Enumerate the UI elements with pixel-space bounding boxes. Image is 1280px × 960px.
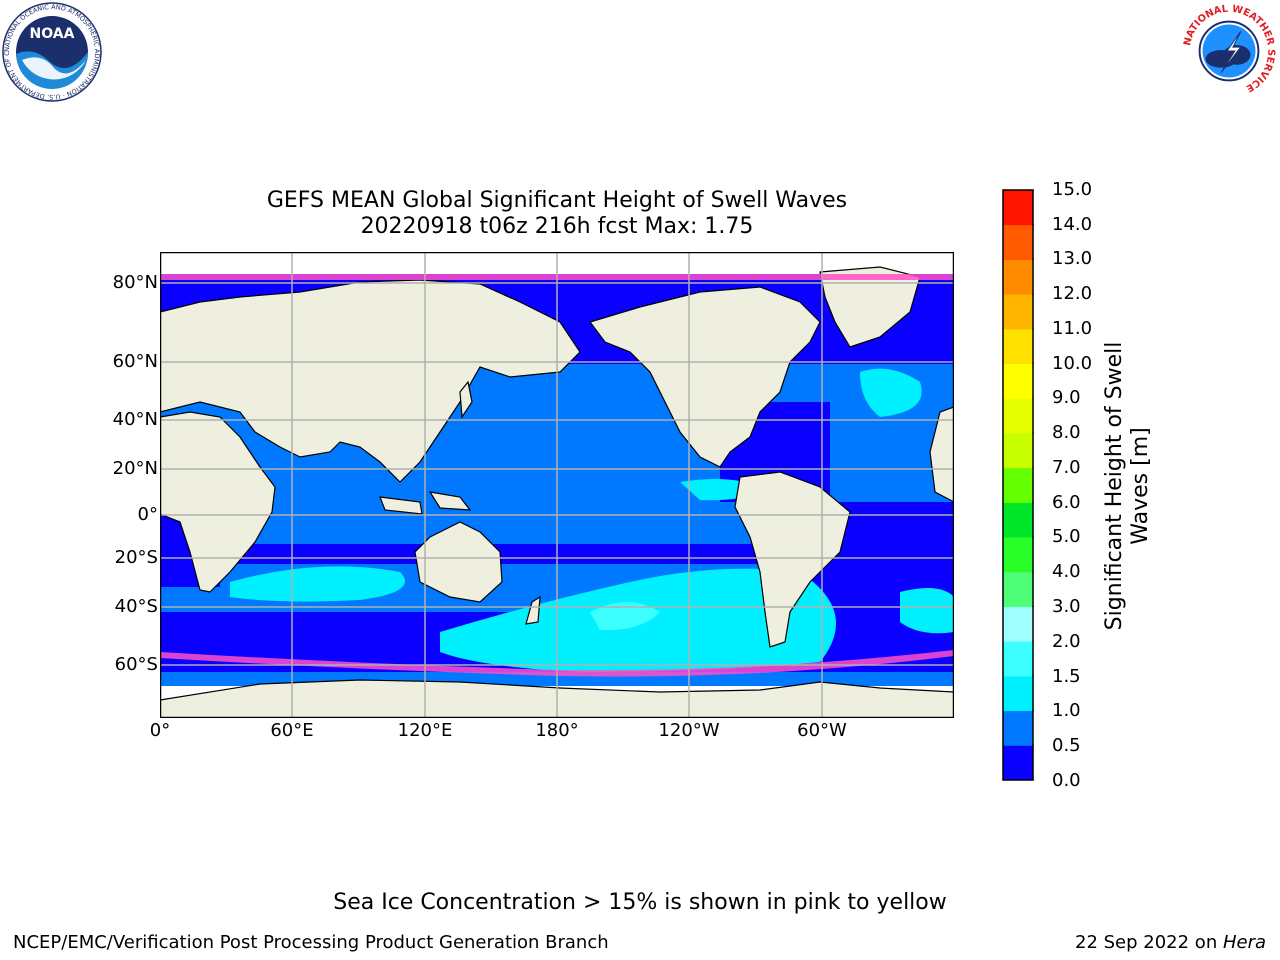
colorbar-swatch bbox=[1003, 537, 1033, 572]
lat-label-0: 0° bbox=[88, 504, 158, 525]
colorbar-swatch bbox=[1003, 745, 1033, 780]
chart-subtitle: 20220918 t06z 216h fcst Max: 1.75 bbox=[160, 214, 954, 239]
colorbar bbox=[1002, 189, 1034, 781]
south-atlantic-swell-high bbox=[900, 588, 954, 633]
lat-label-80n: 80°N bbox=[88, 272, 158, 293]
colorbar-swatch bbox=[1003, 190, 1033, 225]
swell-height-map bbox=[160, 252, 954, 718]
colorbar-swatch bbox=[1003, 364, 1033, 399]
colorbar-tick: 13.0 bbox=[1052, 248, 1092, 269]
colorbar-swatch bbox=[1003, 572, 1033, 607]
nws-logo: NATIONAL WEATHER SERVICE bbox=[1180, 2, 1278, 100]
colorbar-tick: 9.0 bbox=[1052, 387, 1081, 408]
colorbar-swatch bbox=[1003, 294, 1033, 329]
lon-label-60e: 60°E bbox=[242, 720, 342, 741]
footer-host: Hera bbox=[1223, 932, 1266, 953]
colorbar-swatch bbox=[1003, 225, 1033, 260]
colorbar-swatch bbox=[1003, 398, 1033, 433]
chart-title: GEFS MEAN Global Significant Height of S… bbox=[160, 188, 954, 213]
colorbar-swatch bbox=[1003, 433, 1033, 468]
lat-label-40s: 40°S bbox=[88, 596, 158, 617]
noaa-logo: NATIONAL OCEANIC AND ATMOSPHERIC ADMINIS… bbox=[2, 2, 102, 102]
colorbar-tick: 5.0 bbox=[1052, 526, 1081, 547]
colorbar-swatch bbox=[1003, 329, 1033, 364]
lat-label-20n: 20°N bbox=[88, 458, 158, 479]
colorbar-tick: 1.5 bbox=[1052, 666, 1081, 687]
colorbar-swatch bbox=[1003, 676, 1033, 711]
colorbar-tick: 11.0 bbox=[1052, 318, 1092, 339]
colorbar-swatch bbox=[1003, 711, 1033, 746]
colorbar-tick: 0.0 bbox=[1052, 770, 1081, 791]
lon-label-60w: 60°W bbox=[772, 720, 872, 741]
lat-label-60s: 60°S bbox=[88, 654, 158, 675]
lat-label-60n: 60°N bbox=[88, 351, 158, 372]
colorbar-tick: 4.0 bbox=[1052, 561, 1081, 582]
colorbar-tick: 10.0 bbox=[1052, 353, 1092, 374]
colorbar-swatch bbox=[1003, 502, 1033, 537]
colorbar-tick: 3.0 bbox=[1052, 596, 1081, 617]
lon-label-120w: 120°W bbox=[639, 720, 739, 741]
lon-label-180: 180° bbox=[507, 720, 607, 741]
footer-credit: NCEP/EMC/Verification Post Processing Pr… bbox=[13, 932, 609, 953]
svg-text:NOAA: NOAA bbox=[30, 26, 75, 42]
colorbar-tick: 1.0 bbox=[1052, 700, 1081, 721]
colorbar-tick: 6.0 bbox=[1052, 492, 1081, 513]
colorbar-tick: 12.0 bbox=[1052, 283, 1092, 304]
lon-label-120e: 120°E bbox=[375, 720, 475, 741]
colorbar-swatch bbox=[1003, 259, 1033, 294]
footer-date-text: 22 Sep 2022 on bbox=[1075, 932, 1223, 953]
colorbar-tick: 15.0 bbox=[1052, 179, 1092, 200]
lat-label-20s: 20°S bbox=[88, 547, 158, 568]
colorbar-tick: 0.5 bbox=[1052, 735, 1081, 756]
lon-label-0: 0° bbox=[110, 720, 210, 741]
footer-date: 22 Sep 2022 on Hera bbox=[1075, 932, 1266, 953]
colorbar-tick: 2.0 bbox=[1052, 631, 1081, 652]
colorbar-swatch bbox=[1003, 606, 1033, 641]
colorbar-title-line2: Waves [m] bbox=[1128, 342, 1154, 631]
colorbar-swatch bbox=[1003, 468, 1033, 503]
colorbar-tick: 14.0 bbox=[1052, 214, 1092, 235]
colorbar-tick: 8.0 bbox=[1052, 422, 1081, 443]
sea-ice-note: Sea Ice Concentration > 15% is shown in … bbox=[0, 890, 1280, 915]
lat-label-40n: 40°N bbox=[88, 409, 158, 430]
colorbar-tick: 7.0 bbox=[1052, 457, 1081, 478]
colorbar-title-line1: Significant Height of Swell bbox=[1102, 342, 1128, 631]
colorbar-swatch bbox=[1003, 641, 1033, 676]
